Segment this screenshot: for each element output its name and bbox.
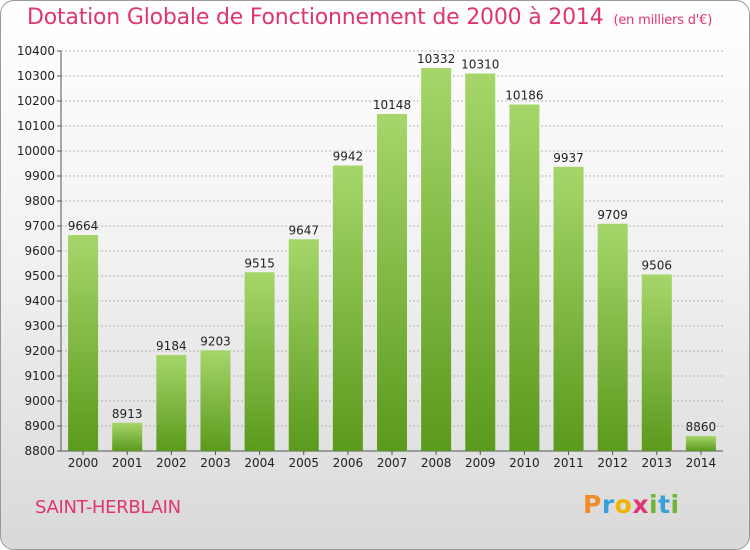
bar-2008 [421, 68, 452, 451]
logo-letter: P [583, 490, 602, 519]
x-tick-label-2000: 2000 [68, 456, 99, 470]
value-label-2012: 9709 [597, 208, 628, 222]
x-tick-label-2014: 2014 [686, 456, 717, 470]
x-tick-label-2009: 2009 [465, 456, 496, 470]
bar-2007 [376, 114, 408, 451]
bar-2002 [156, 355, 187, 451]
bar-2013 [641, 274, 672, 451]
value-label-2011: 9937 [553, 151, 584, 165]
labels: 8800 8900 9000 9100 9200 9300 9400 9500 9600 9700… [17, 44, 716, 470]
bar-2004 [244, 272, 275, 451]
logo-letter: o [614, 490, 633, 519]
value-label-2007: 10148 [373, 98, 411, 112]
chart-title-text: Dotation Globale de Fonctionnement de 20… [27, 5, 604, 30]
bar-2014 [685, 436, 716, 451]
x-tick-label-2006: 2006 [333, 456, 364, 470]
x-tick-label-2001: 2001 [112, 456, 143, 470]
y-tick-label: 10200 [17, 94, 55, 108]
logo-letter: t [658, 490, 671, 519]
y-tick-label: 8800 [24, 444, 55, 458]
value-label-2008: 10332 [417, 52, 455, 66]
bar-2001 [112, 422, 143, 451]
x-tick-label-2005: 2005 [288, 456, 319, 470]
value-label-2004: 9515 [244, 256, 275, 270]
chart-unit: (en milliers d'€) [613, 13, 713, 28]
y-tick-label: 9300 [24, 319, 55, 333]
y-tick-label: 9900 [24, 169, 55, 183]
x-tick-label-2007: 2007 [377, 456, 408, 470]
value-label-2014: 8860 [686, 420, 717, 434]
value-label-2005: 9647 [288, 223, 319, 237]
x-tick-label-2008: 2008 [421, 456, 452, 470]
x-tick-label-2012: 2012 [597, 456, 628, 470]
value-label-2001: 8913 [112, 407, 143, 421]
bars [68, 68, 716, 451]
y-tick-label: 9400 [24, 294, 55, 308]
y-tick-label: 10300 [17, 69, 55, 83]
bar-2011 [553, 166, 584, 451]
logo-letter: r [601, 490, 615, 519]
y-tick-label: 8900 [24, 419, 55, 433]
bar-2000 [68, 235, 99, 451]
y-tick-label: 9200 [24, 344, 55, 358]
x-tick-label-2002: 2002 [156, 456, 187, 470]
y-tick-label: 10400 [17, 44, 55, 58]
y-tick-label: 9600 [24, 244, 55, 258]
logo-letter: i [649, 490, 659, 519]
chart-title: Dotation Globale de Fonctionnement de 20… [27, 5, 712, 30]
x-tick-label-2013: 2013 [642, 456, 673, 470]
x-tick-label-2011: 2011 [553, 456, 584, 470]
value-label-2013: 9506 [642, 259, 673, 273]
y-tick-label: 9700 [24, 219, 55, 233]
value-label-2009: 10310 [461, 58, 499, 72]
bar-2005 [288, 239, 319, 451]
y-tick-label: 9800 [24, 194, 55, 208]
value-label-2002: 9184 [156, 339, 187, 353]
value-label-2000: 9664 [68, 219, 99, 233]
bar-2003 [200, 350, 231, 451]
y-tick-label: 9500 [24, 269, 55, 283]
x-tick-label-2010: 2010 [509, 456, 540, 470]
value-label-2006: 9942 [333, 150, 364, 164]
value-label-2003: 9203 [200, 334, 231, 348]
bar-2012 [597, 223, 628, 451]
y-tick-label: 9000 [24, 394, 55, 408]
proxiti-logo: Proxiti [583, 490, 680, 519]
city-name: SAINT-HERBLAIN [35, 497, 181, 518]
bar-2009 [465, 73, 496, 451]
y-tick-label: 10100 [17, 119, 55, 133]
x-tick-label-2004: 2004 [244, 456, 275, 470]
bar-2006 [332, 165, 363, 451]
y-tick-label: 10000 [17, 144, 55, 158]
x-tick-label-2003: 2003 [200, 456, 231, 470]
y-tick-label: 9100 [24, 369, 55, 383]
bar-2010 [509, 104, 540, 451]
logo-letter: i [670, 490, 680, 519]
value-label-2010: 10186 [505, 89, 543, 103]
logo-letter: x [632, 490, 649, 519]
